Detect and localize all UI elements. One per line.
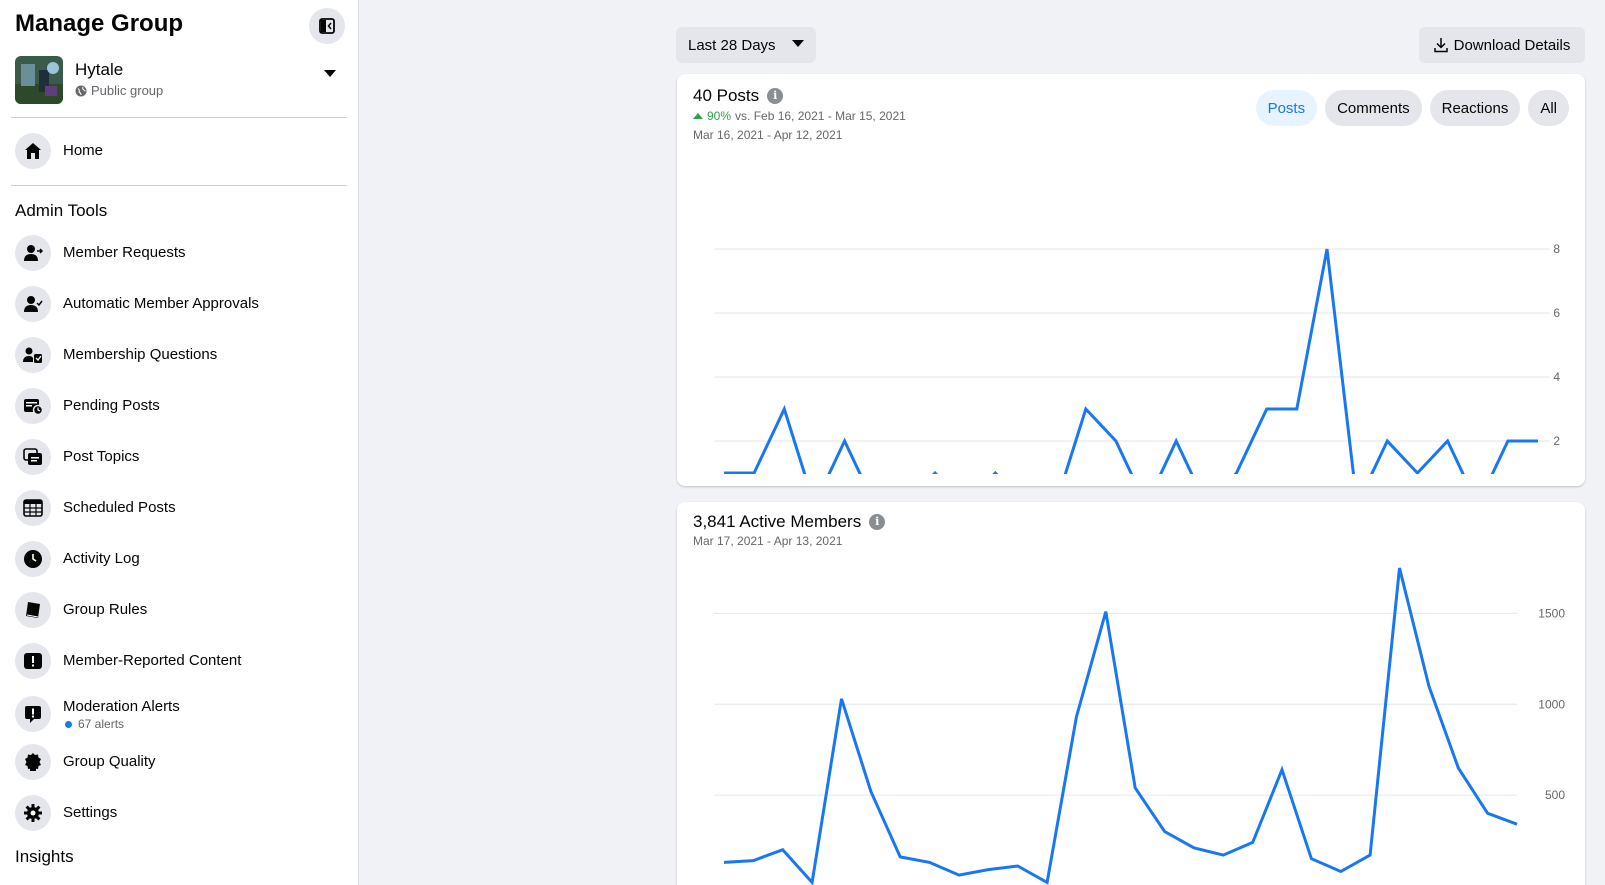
moderation-alert-icon (15, 696, 51, 732)
auto-approval-icon (15, 286, 51, 322)
group-name: Hytale (75, 60, 124, 79)
clock-icon (15, 541, 51, 577)
posts-comparison: 90% vs. Feb 16, 2021 - Mar 15, 2021 (693, 109, 906, 123)
posts-card-title: 40 Posts i (693, 85, 784, 107)
info-icon[interactable]: i (869, 514, 886, 530)
posts-insights-card: 40 Posts i 90% vs. Feb 16, 2021 - Mar 15… (677, 74, 1585, 486)
sidebar-item-group-rules[interactable]: Group Rules (15, 590, 345, 630)
y-tick-label: 2 (1553, 434, 1560, 448)
home-icon (15, 133, 51, 169)
y-tick-label: 6 (1553, 306, 1560, 320)
sidebar-item-moderation-alerts[interactable]: Moderation Alerts 67 alerts (15, 692, 345, 736)
sidebar-item-group-quality[interactable]: Group Quality (15, 742, 345, 782)
download-details-button[interactable]: Download Details (1419, 27, 1585, 63)
sidebar-item-label: Member-Reported Content (63, 652, 242, 669)
y-tick-label: 4 (1553, 370, 1560, 384)
comparison-range: vs. Feb 16, 2021 - Mar 15, 2021 (735, 109, 906, 123)
posts-date-range: Mar 16, 2021 - Apr 12, 2021 (693, 128, 843, 142)
sidebar-item-post-topics[interactable]: Post Topics (15, 437, 345, 477)
trend-up-icon (693, 113, 703, 119)
metric-tabs: Posts Comments Reactions All (1255, 90, 1569, 126)
chevron-down-icon[interactable] (323, 66, 337, 84)
posts-count-title: 40 Posts (693, 86, 760, 105)
sidebar-item-label: Group Rules (63, 601, 148, 618)
tab-all[interactable]: All (1528, 90, 1569, 126)
sidebar: Manage Group Hytale (0, 0, 359, 885)
sidebar-item-label: Group Quality (63, 753, 156, 770)
sidebar-item-label: Member Requests (63, 244, 186, 261)
active-members-title: 3,841 Active Members (693, 512, 862, 531)
sidebar-title: Manage Group (15, 10, 184, 37)
collapse-panel-icon (319, 18, 335, 34)
admin-tools-heading: Admin Tools (15, 201, 108, 220)
sidebar-item-label: Scheduled Posts (63, 499, 176, 516)
calendar-icon (15, 490, 51, 526)
sidebar-header: Manage Group (15, 8, 345, 48)
sidebar-item-scheduled-posts[interactable]: Scheduled Posts (15, 488, 345, 528)
sidebar-item-label: Moderation Alerts (63, 698, 180, 715)
sidebar-item-membership-questions[interactable]: Membership Questions (15, 335, 345, 375)
tab-reactions[interactable]: Reactions (1429, 90, 1521, 126)
active-members-card: 3,841 Active Members i Mar 17, 2021 - Ap… (677, 502, 1585, 885)
series-line (723, 567, 1518, 885)
sidebar-item-home[interactable]: Home (15, 131, 345, 171)
sidebar-item-activity-log[interactable]: Activity Log (15, 539, 345, 579)
alert-count-label: 67 alerts (78, 717, 125, 731)
collapse-sidebar-button[interactable] (309, 8, 345, 44)
tab-comments[interactable]: Comments (1325, 90, 1422, 126)
y-tick-label: 1500 (1538, 606, 1565, 620)
caret-down-icon (792, 40, 804, 47)
members-date-range: Mar 17, 2021 - Apr 13, 2021 (693, 534, 843, 548)
divider (11, 117, 347, 118)
y-tick-label: 8 (1553, 242, 1560, 256)
date-range-label: Last 28 Days (688, 36, 776, 54)
sidebar-item-pending-posts[interactable]: Pending Posts (15, 386, 345, 426)
download-icon (1433, 38, 1448, 53)
change-percent: 90% (707, 109, 732, 123)
sidebar-item-label: Membership Questions (63, 346, 218, 363)
badge-icon (15, 744, 51, 780)
moderation-alerts-text: Moderation Alerts 67 alerts (63, 697, 180, 731)
sidebar-item-member-requests[interactable]: Member Requests (15, 233, 345, 273)
alert-count: 67 alerts (65, 717, 180, 731)
sidebar-item-label: Post Topics (63, 448, 140, 465)
group-selector[interactable]: Hytale Public group (15, 56, 345, 104)
sidebar-item-label: Activity Log (63, 550, 140, 567)
y-tick-label: 500 (1545, 788, 1565, 802)
series-line (724, 248, 1538, 474)
date-range-dropdown[interactable]: Last 28 Days (676, 27, 816, 63)
alert-icon (15, 643, 51, 679)
tab-posts[interactable]: Posts (1255, 90, 1318, 126)
sidebar-item-label: Pending Posts (63, 397, 160, 414)
sidebar-item-label: Automatic Member Approvals (63, 295, 259, 312)
group-type-label: Public group (91, 83, 164, 98)
insights-heading: Insights (15, 847, 74, 866)
sidebar-item-member-reported-content[interactable]: Member-Reported Content (15, 641, 345, 681)
group-privacy: Public group (75, 83, 163, 98)
group-avatar (15, 56, 63, 104)
pending-posts-icon (15, 388, 51, 424)
sidebar-item-settings[interactable]: Settings (15, 793, 345, 833)
info-icon[interactable]: i (767, 88, 784, 104)
sidebar-item-automatic-member-approvals[interactable]: Automatic Member Approvals (15, 284, 345, 324)
globe-icon (75, 85, 87, 96)
divider (11, 185, 347, 186)
y-tick-label: 1000 (1538, 697, 1565, 711)
sidebar-item-label: Settings (63, 804, 118, 821)
members-card-title: 3,841 Active Members i (693, 511, 886, 533)
unread-dot (65, 720, 72, 728)
post-topics-icon (15, 439, 51, 475)
membership-questions-icon (15, 337, 51, 373)
sidebar-item-label: Home (63, 142, 104, 159)
download-label: Download Details (1453, 36, 1571, 54)
book-icon (15, 592, 51, 628)
member-requests-icon (15, 235, 51, 271)
gear-icon (15, 795, 51, 831)
